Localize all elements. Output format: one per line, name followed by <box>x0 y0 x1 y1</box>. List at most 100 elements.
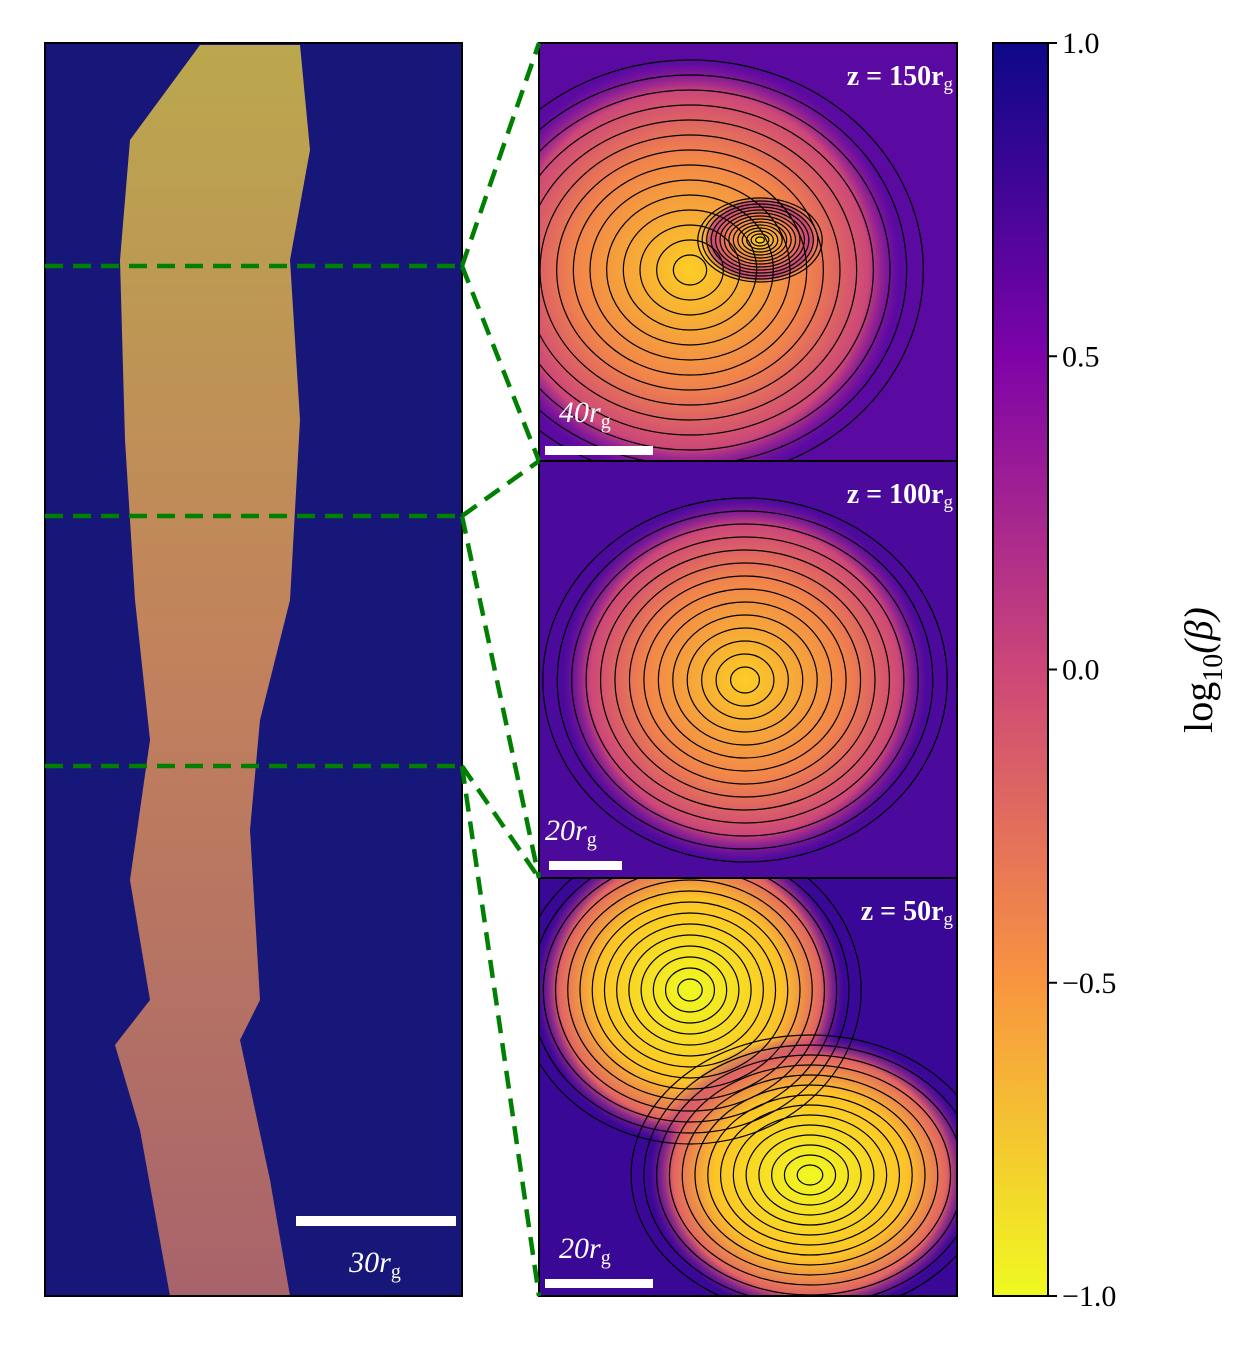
vortex <box>649 1035 957 1296</box>
streamline <box>686 627 804 733</box>
streamline <box>572 164 808 376</box>
streamline <box>771 1144 849 1206</box>
scale-label: 30rg <box>348 1246 401 1283</box>
streamline <box>640 945 740 1035</box>
zoom-panel <box>539 43 957 461</box>
streamline <box>758 1134 862 1216</box>
streamline <box>599 549 891 811</box>
streamline <box>694 1084 926 1266</box>
streamline <box>701 640 789 720</box>
scale-label: 20rg <box>545 814 597 851</box>
streamline <box>539 74 908 461</box>
streamline <box>539 104 874 436</box>
streamline <box>741 227 779 253</box>
streamline <box>616 923 764 1057</box>
panel-label: z = 100rg <box>847 479 954 513</box>
streamline <box>614 562 876 798</box>
streamline <box>628 575 862 785</box>
streamline <box>783 1154 837 1196</box>
streamline <box>668 1064 952 1286</box>
colorbar-tick-label: −1.0 <box>1062 1280 1116 1313</box>
vortex <box>539 60 900 461</box>
panel-label-text: z = 50r <box>861 896 944 927</box>
streamline <box>737 224 783 256</box>
streamline <box>701 200 819 280</box>
streamline <box>754 236 766 244</box>
scale-sub: g <box>587 829 597 851</box>
streamline <box>556 510 934 850</box>
streamline <box>579 890 801 1090</box>
streamline <box>657 601 833 759</box>
streamline <box>697 197 823 283</box>
streamline <box>606 194 774 346</box>
streamline <box>732 221 788 259</box>
vortex <box>704 198 816 282</box>
vortex <box>563 498 927 862</box>
streamline <box>542 497 948 863</box>
streamline <box>571 523 919 837</box>
colorbar-tick-label: 0.5 <box>1062 340 1100 373</box>
colorbar-label: log10(β) <box>1176 607 1229 733</box>
streamline <box>591 901 789 1079</box>
scale-bar <box>549 861 622 870</box>
scale-sub: g <box>601 1247 611 1269</box>
zoom-lines <box>45 42 542 1297</box>
streamline <box>714 209 806 271</box>
panel-label-sub: g <box>944 74 954 95</box>
streamline <box>630 1034 957 1296</box>
streamline <box>719 1104 901 1246</box>
panel-label: z = 150rg <box>847 61 954 95</box>
streamline <box>677 978 703 1002</box>
panel-label-text: z = 100r <box>847 479 944 510</box>
scale-label: 20rg <box>559 1232 611 1269</box>
panel-label-text: z = 150r <box>847 61 944 92</box>
streamline <box>715 653 775 707</box>
streamline <box>643 1044 957 1296</box>
panel-label-sub: g <box>944 492 954 513</box>
streamline <box>745 1124 875 1226</box>
streamline <box>539 89 891 451</box>
panel-frame <box>44 42 463 1297</box>
streamline <box>664 967 716 1013</box>
jet <box>115 45 310 1296</box>
streamline <box>585 536 905 824</box>
scale-text: 40r <box>559 396 601 429</box>
streamline <box>539 878 862 1145</box>
streamline <box>723 215 797 265</box>
zoom-panel <box>539 461 957 878</box>
streamline <box>710 206 810 274</box>
scale-bar <box>296 1216 456 1226</box>
streamline <box>652 956 728 1024</box>
streamline <box>796 1164 824 1186</box>
streamline <box>672 614 818 746</box>
streamline <box>539 119 858 421</box>
streamline <box>539 878 850 1134</box>
streamline <box>672 254 708 286</box>
zoom-panel <box>539 878 957 1296</box>
scale-text: 20r <box>545 814 587 847</box>
scale-text: 20r <box>559 1232 601 1265</box>
streamline <box>746 230 774 250</box>
panel-label: z = 50rg <box>861 896 954 930</box>
streamline <box>539 59 924 461</box>
scale-bar <box>545 446 653 455</box>
streamline <box>750 233 770 247</box>
colorbar-tick-label: 1.0 <box>1062 27 1100 60</box>
streamline <box>707 1094 913 1256</box>
streamline <box>719 212 801 268</box>
scale-bar <box>545 1279 653 1288</box>
streamline <box>554 878 826 1112</box>
streamline <box>732 1114 888 1236</box>
streamline <box>729 666 761 694</box>
streamline <box>706 203 814 277</box>
streamline <box>728 218 792 262</box>
scale-sub: g <box>601 411 611 433</box>
panel-frame <box>538 877 958 1297</box>
streamline <box>603 912 777 1068</box>
streamline <box>643 588 847 772</box>
scale-label: 40rg <box>559 396 611 433</box>
panel-label-sub: g <box>944 909 954 930</box>
colorbar-tick-label: 0.0 <box>1062 654 1100 687</box>
streamline <box>542 878 838 1123</box>
